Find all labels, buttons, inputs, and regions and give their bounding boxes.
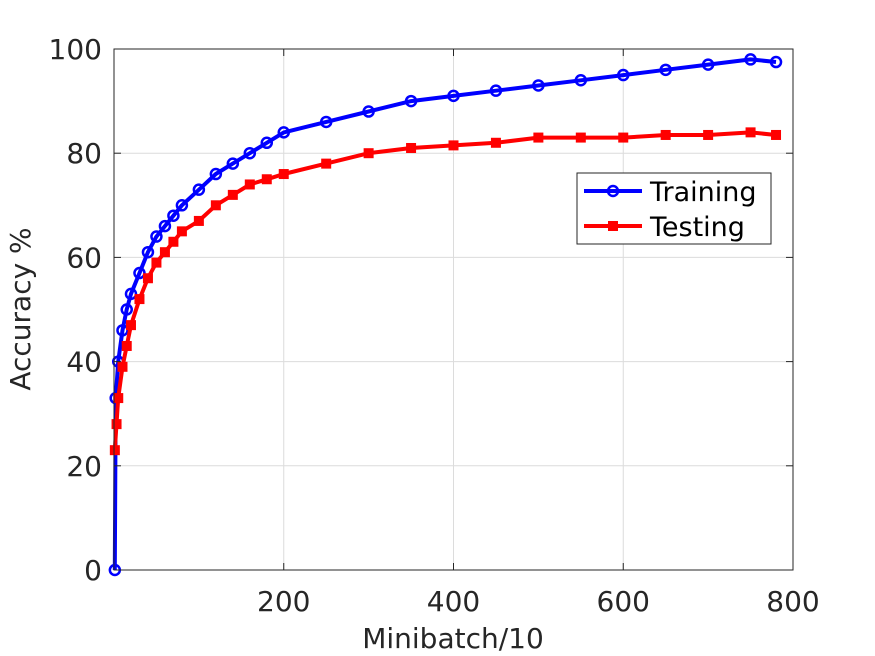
- x-axis-label: Minibatch/10: [362, 622, 544, 655]
- data-point-testing: [125, 320, 136, 331]
- y-tick-label: 20: [66, 450, 102, 483]
- series-line-training: [112, 57, 777, 571]
- data-point-training: [769, 55, 783, 69]
- data-point-testing: [134, 294, 145, 305]
- data-point-training: [226, 157, 240, 170]
- data-point-training: [124, 287, 138, 301]
- data-point-testing: [321, 158, 332, 169]
- data-point-testing: [703, 129, 714, 140]
- data-point-testing: [490, 137, 501, 148]
- data-point-testing: [159, 247, 170, 258]
- legend: Training Testing: [576, 172, 772, 245]
- data-point-training: [120, 303, 133, 316]
- x-tick-label: 800: [766, 585, 819, 618]
- data-point-testing: [121, 340, 132, 351]
- data-point-testing: [210, 200, 221, 211]
- data-point-training: [659, 63, 672, 77]
- data-point-testing: [142, 273, 153, 284]
- data-point-training: [150, 230, 163, 243]
- data-point-testing: [771, 129, 782, 140]
- data-point-testing: [193, 215, 204, 226]
- data-point-training: [447, 89, 460, 103]
- data-point-training: [489, 84, 503, 97]
- data-point-training: [744, 53, 757, 66]
- data-point-training: [617, 68, 630, 82]
- data-point-testing: [278, 169, 289, 180]
- data-point-testing: [406, 142, 417, 153]
- data-point-testing: [660, 129, 671, 140]
- data-point-testing: [575, 132, 586, 143]
- data-point-training: [532, 79, 545, 92]
- legend-label-training: Training: [649, 177, 757, 208]
- data-point-training: [192, 183, 206, 196]
- data-point-training: [209, 167, 223, 181]
- data-point-testing: [111, 419, 122, 430]
- data-point-training: [362, 105, 375, 118]
- y-axis-label: Accuracy %: [4, 227, 37, 390]
- legend-marker-testing: [608, 221, 618, 231]
- data-point-training: [116, 324, 129, 337]
- series-layer: [108, 53, 783, 577]
- data-point-testing: [109, 445, 120, 456]
- data-point-testing: [533, 132, 544, 143]
- series-testing: [109, 127, 782, 456]
- data-point-training: [243, 146, 257, 160]
- legend-marker-training: [606, 184, 620, 198]
- legend-label-testing: Testing: [649, 212, 745, 243]
- data-point-testing: [227, 189, 238, 200]
- data-point-training: [167, 209, 180, 222]
- y-tick-label: 100: [49, 33, 102, 66]
- data-point-training: [133, 266, 146, 280]
- grid-y: [114, 152, 793, 467]
- y-tick-label: 40: [66, 346, 102, 379]
- y-tick-label: 60: [66, 241, 102, 274]
- data-point-testing: [745, 127, 756, 138]
- data-point-training: [260, 136, 274, 150]
- data-point-training: [404, 94, 418, 108]
- data-point-training: [574, 74, 588, 87]
- y-ticks: 0 20 40 60 80 100: [49, 33, 793, 587]
- data-point-testing: [176, 226, 187, 237]
- data-point-training: [158, 219, 172, 233]
- data-point-training: [701, 58, 715, 71]
- data-point-training: [175, 199, 189, 212]
- data-point-training: [319, 115, 333, 129]
- data-point-testing: [363, 148, 374, 159]
- data-point-testing: [244, 179, 255, 190]
- data-point-testing: [151, 257, 162, 268]
- data-point-training: [277, 126, 290, 139]
- data-point-testing: [261, 174, 272, 185]
- data-point-testing: [618, 132, 629, 143]
- x-tick-label: 600: [597, 585, 650, 618]
- data-point-testing: [168, 236, 179, 247]
- x-tick-label: 400: [427, 585, 480, 618]
- data-point-testing: [448, 140, 459, 151]
- x-ticks: 200 400 600 800: [257, 49, 820, 618]
- legend-box: [576, 172, 772, 245]
- x-tick-label: 200: [257, 585, 310, 618]
- data-point-training: [141, 245, 155, 259]
- y-tick-label: 80: [66, 137, 102, 170]
- series-training: [108, 53, 783, 577]
- y-tick-label: 0: [84, 554, 102, 587]
- data-point-testing: [117, 361, 128, 372]
- data-point-testing: [113, 393, 124, 404]
